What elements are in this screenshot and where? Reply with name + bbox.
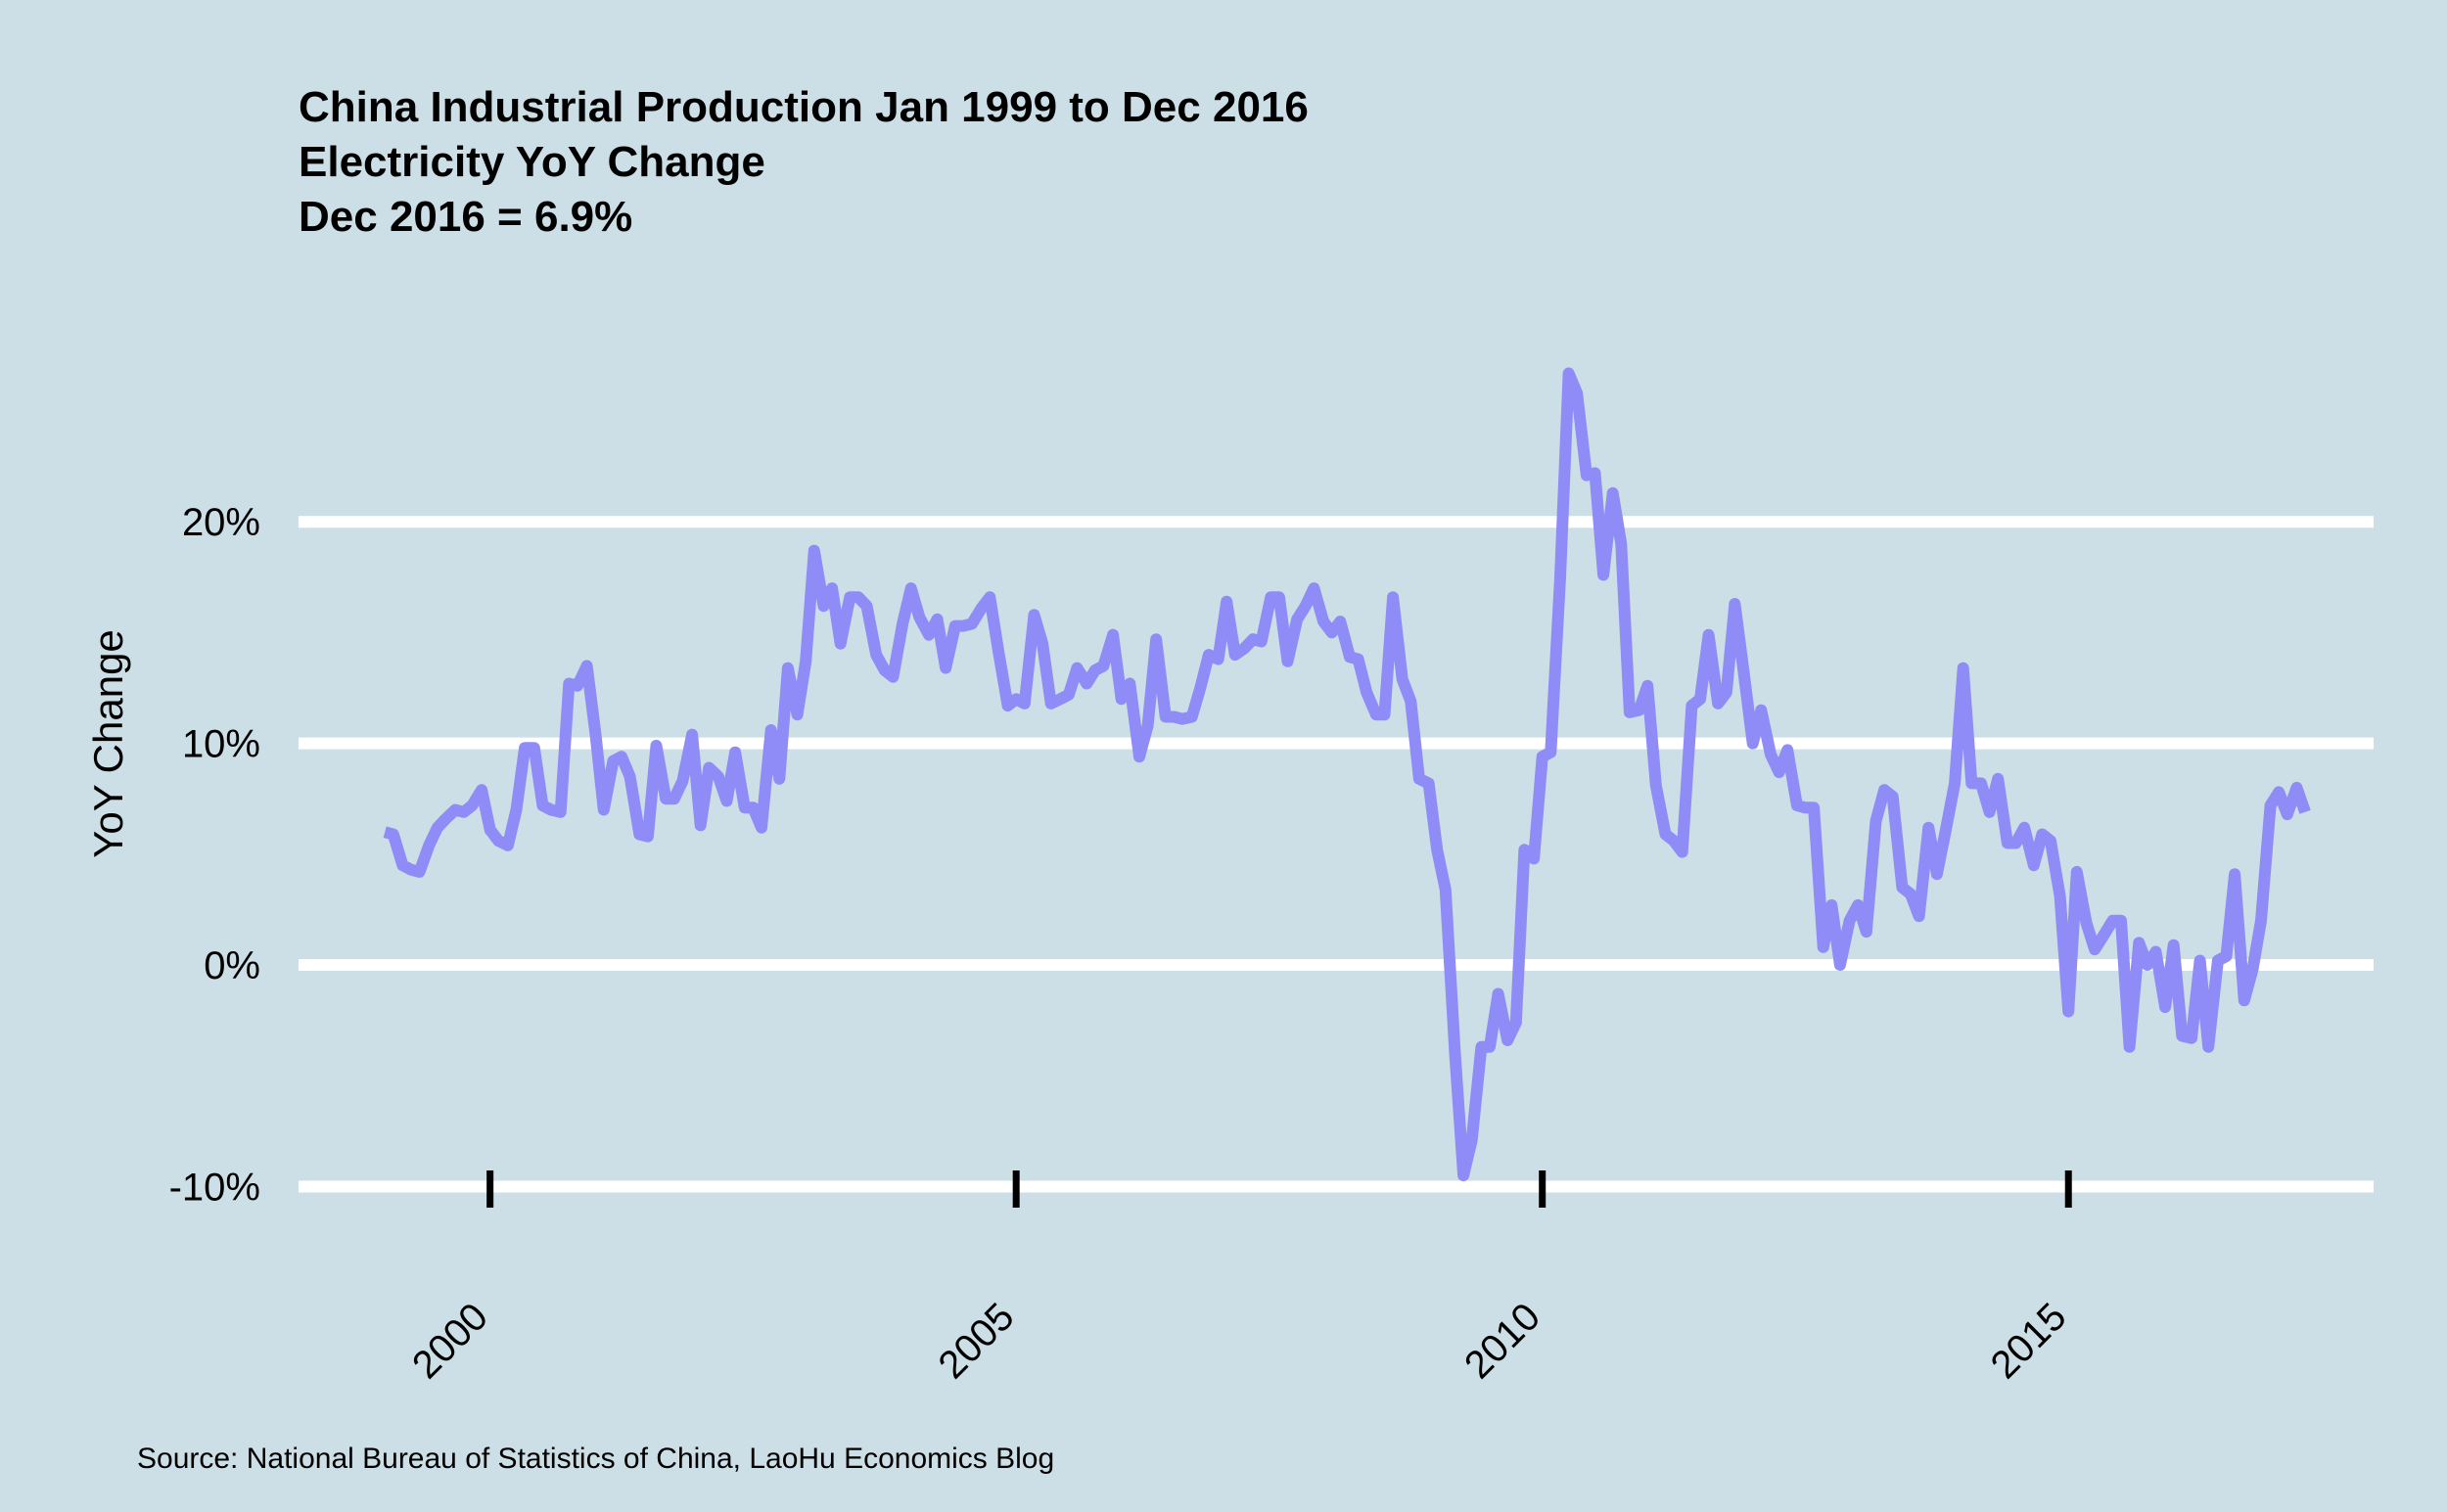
x-axis-ticks: 2000 2005 2010 2015 <box>404 1170 2075 1387</box>
y-axis-label: YoY Change <box>85 629 131 858</box>
y-tick-label-1: 0% <box>204 944 260 987</box>
x-tick-label-0: 2000 <box>404 1295 496 1387</box>
y-tick-label-3: 20% <box>182 501 260 544</box>
y-tick-label-2: 10% <box>182 723 260 766</box>
chart-title-block: China Industrial Production Jan 1999 to … <box>299 80 1309 245</box>
series-layer <box>383 367 2311 1182</box>
chart-title: China Industrial Production Jan 1999 to … <box>299 83 1309 131</box>
x-tick-label-3: 2015 <box>1983 1295 2075 1387</box>
y-axis-tick-labels: -10% 0% 10% 20% <box>169 501 260 1209</box>
chart-subtitle: Electricity YoY Change <box>299 138 765 186</box>
y-tick-label-0: -10% <box>169 1166 260 1209</box>
gridlines <box>299 516 2374 1193</box>
series-line-0 <box>383 367 2311 1182</box>
source-caption: Source: National Bureau of Statistics of… <box>137 1443 1055 1475</box>
chart-subtitle-latest-value: Dec 2016 = 6.9% <box>299 193 633 241</box>
x-tick-label-2: 2010 <box>1456 1295 1548 1387</box>
x-tick-label-1: 2005 <box>931 1295 1023 1387</box>
